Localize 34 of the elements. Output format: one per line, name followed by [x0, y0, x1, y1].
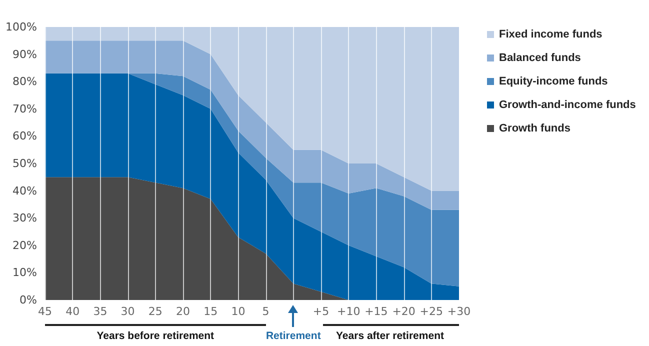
y-tick-label: 10% [12, 266, 37, 280]
x-tick-label: 20 [176, 305, 190, 318]
y-tick-label: 0% [20, 294, 37, 306]
legend-label: Equity-income funds [499, 76, 608, 88]
legend-label: Balanced funds [499, 52, 581, 64]
x-tick-label: +20 [392, 305, 416, 318]
y-tick-label: 40% [12, 184, 37, 198]
x-tick-label: 30 [120, 305, 135, 318]
x-tick-label: 5 [262, 305, 270, 318]
x-tick-label: 40 [66, 305, 80, 318]
y-tick-label: 90% [12, 48, 37, 61]
legend-label: Growth-and-income funds [499, 99, 636, 111]
text: Years after retirement [336, 330, 444, 342]
y-tick-label: 70% [12, 102, 37, 116]
y-tick-label: 80% [12, 75, 37, 88]
y-tick-label: 100% [6, 20, 37, 34]
legend-label: Growth funds [499, 122, 570, 134]
y-tick-label: 60% [12, 130, 37, 143]
y-tick-label: 30% [12, 212, 37, 225]
x-tick-label: 10 [231, 305, 246, 318]
text: Years before retirement [96, 330, 214, 342]
x-tick-label: +5 [312, 305, 330, 318]
x-tick-label: +25 [420, 305, 444, 318]
x-tick-label: 35 [93, 305, 108, 318]
x-tick-label: +30 [447, 305, 471, 318]
legend-label: Fixed income funds [499, 28, 602, 40]
x-tick-label: 25 [148, 305, 162, 318]
x-tick-label: +10 [336, 305, 360, 318]
x-tick-label: +15 [364, 305, 388, 318]
x-tick-label: 15 [204, 305, 218, 318]
x-tick-label: 45 [38, 305, 52, 318]
y-tick-label: 20% [12, 238, 37, 252]
y-tick-label: 50% [12, 157, 37, 170]
text: Retirement [266, 330, 321, 342]
